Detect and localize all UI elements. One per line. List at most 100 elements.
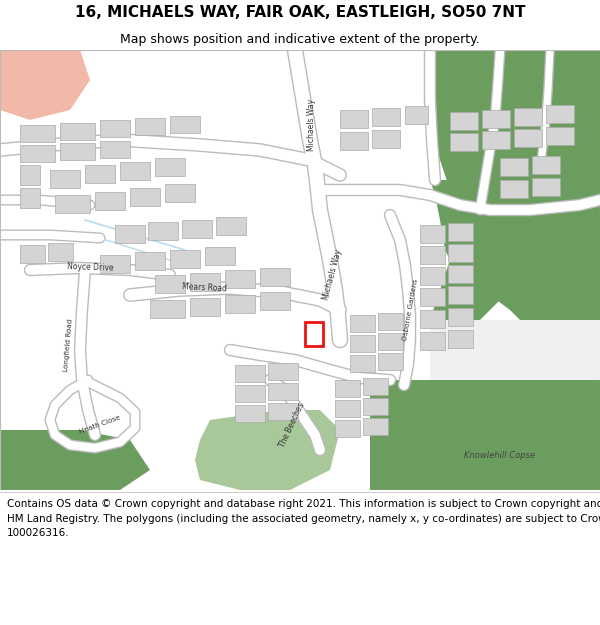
Text: Michaels Way: Michaels Way — [321, 249, 343, 301]
Text: Noyce Drive: Noyce Drive — [67, 262, 113, 272]
Polygon shape — [335, 400, 360, 417]
Polygon shape — [235, 385, 265, 402]
Text: The Beeches: The Beeches — [278, 401, 307, 449]
Polygon shape — [430, 180, 600, 330]
Polygon shape — [350, 355, 375, 372]
Text: Longfield Road: Longfield Road — [62, 318, 73, 372]
Text: Contains OS data © Crown copyright and database right 2021. This information is : Contains OS data © Crown copyright and d… — [7, 499, 600, 538]
Text: Heath Close: Heath Close — [79, 415, 122, 435]
Polygon shape — [0, 430, 150, 490]
Polygon shape — [20, 188, 40, 208]
Polygon shape — [450, 112, 478, 130]
Polygon shape — [155, 275, 185, 293]
Text: Osborne Gardens: Osborne Gardens — [401, 279, 418, 341]
Polygon shape — [378, 353, 403, 370]
Polygon shape — [514, 108, 542, 126]
Polygon shape — [115, 225, 145, 243]
Polygon shape — [20, 125, 55, 142]
Polygon shape — [268, 363, 298, 380]
Polygon shape — [430, 320, 600, 380]
Polygon shape — [378, 313, 403, 330]
Polygon shape — [363, 418, 388, 435]
Polygon shape — [100, 255, 130, 273]
Polygon shape — [378, 333, 403, 350]
Polygon shape — [448, 286, 473, 304]
Polygon shape — [448, 308, 473, 326]
Polygon shape — [500, 158, 528, 176]
Polygon shape — [225, 295, 255, 313]
Polygon shape — [340, 110, 368, 128]
Polygon shape — [372, 130, 400, 148]
Polygon shape — [420, 267, 445, 285]
Polygon shape — [20, 245, 45, 263]
Polygon shape — [532, 156, 560, 174]
Polygon shape — [363, 378, 388, 395]
Polygon shape — [20, 165, 40, 185]
Polygon shape — [260, 292, 290, 310]
Polygon shape — [448, 330, 473, 348]
Polygon shape — [363, 398, 388, 415]
Polygon shape — [165, 184, 195, 202]
Polygon shape — [482, 131, 510, 149]
Polygon shape — [48, 243, 73, 261]
Polygon shape — [150, 300, 185, 318]
Polygon shape — [335, 380, 360, 397]
Text: 16, MICHAELS WAY, FAIR OAK, EASTLEIGH, SO50 7NT: 16, MICHAELS WAY, FAIR OAK, EASTLEIGH, S… — [75, 5, 525, 20]
Polygon shape — [372, 108, 400, 126]
Text: Knowlehill Copse: Knowlehill Copse — [464, 451, 536, 459]
Polygon shape — [190, 273, 220, 291]
Polygon shape — [546, 127, 574, 145]
Text: Michaels Way: Michaels Way — [308, 99, 317, 151]
Polygon shape — [335, 420, 360, 437]
Polygon shape — [225, 270, 255, 288]
Polygon shape — [20, 145, 55, 162]
Polygon shape — [155, 158, 185, 176]
Polygon shape — [268, 383, 298, 400]
Polygon shape — [190, 298, 220, 316]
Polygon shape — [268, 403, 298, 420]
Polygon shape — [420, 288, 445, 306]
Polygon shape — [85, 165, 115, 183]
Polygon shape — [235, 405, 265, 422]
Polygon shape — [182, 220, 212, 238]
Polygon shape — [100, 120, 130, 137]
Polygon shape — [55, 195, 90, 213]
Polygon shape — [420, 310, 445, 328]
Polygon shape — [60, 143, 95, 160]
Polygon shape — [195, 410, 340, 490]
Polygon shape — [0, 50, 90, 120]
Text: Mears Road: Mears Road — [182, 282, 227, 294]
Polygon shape — [405, 106, 428, 124]
Polygon shape — [260, 268, 290, 286]
Polygon shape — [500, 180, 528, 198]
Polygon shape — [235, 365, 265, 382]
Polygon shape — [420, 246, 445, 264]
Polygon shape — [340, 132, 368, 150]
Polygon shape — [350, 315, 375, 332]
Polygon shape — [448, 265, 473, 283]
Polygon shape — [130, 188, 160, 206]
Polygon shape — [170, 116, 200, 133]
Polygon shape — [60, 123, 95, 140]
Polygon shape — [430, 50, 600, 360]
Polygon shape — [482, 110, 510, 128]
Polygon shape — [100, 141, 130, 158]
Polygon shape — [135, 118, 165, 135]
Polygon shape — [148, 222, 178, 240]
Polygon shape — [120, 162, 150, 180]
Polygon shape — [95, 192, 125, 210]
Polygon shape — [448, 223, 473, 241]
Polygon shape — [450, 133, 478, 151]
Polygon shape — [370, 380, 600, 490]
Polygon shape — [216, 217, 246, 235]
Text: Map shows position and indicative extent of the property.: Map shows position and indicative extent… — [120, 34, 480, 46]
Polygon shape — [514, 129, 542, 147]
Polygon shape — [205, 247, 235, 265]
Polygon shape — [170, 250, 200, 268]
Polygon shape — [135, 252, 165, 270]
Polygon shape — [420, 332, 445, 350]
Polygon shape — [532, 178, 560, 196]
Polygon shape — [546, 105, 574, 123]
Polygon shape — [50, 170, 80, 188]
Polygon shape — [350, 335, 375, 352]
